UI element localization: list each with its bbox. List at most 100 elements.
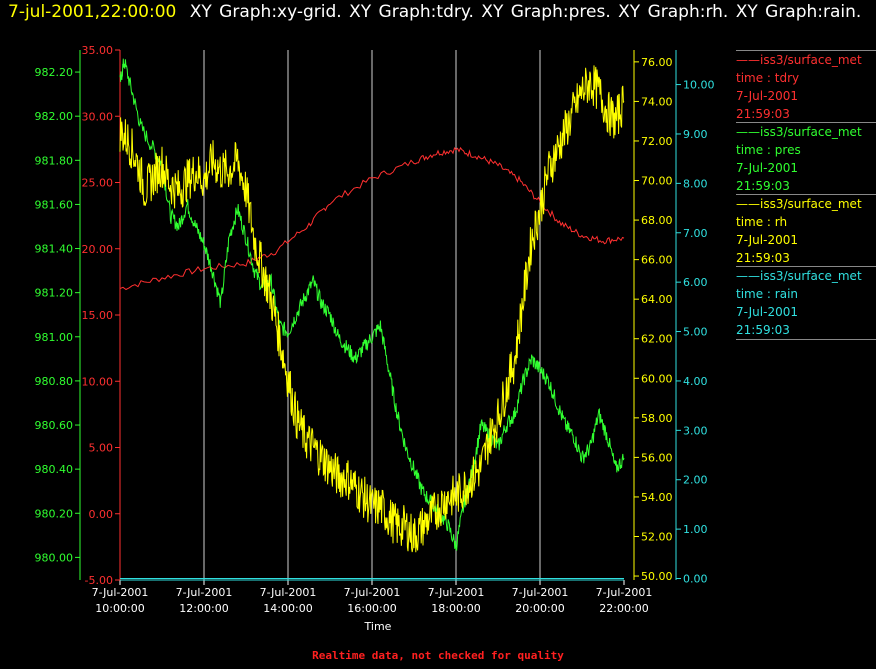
pres-tick-label: 980.60 bbox=[35, 419, 74, 432]
tdry-tick-label: 35.00 bbox=[82, 44, 114, 57]
rh-tick-label: 76.00 bbox=[641, 56, 673, 69]
pres-tick-label: 980.40 bbox=[35, 463, 74, 476]
legend-rh-date: 7-Jul-2001 bbox=[736, 233, 798, 247]
x-tick-label-time: 18:00:00 bbox=[431, 602, 480, 615]
legend-rain-name: ——iss3/surface_met bbox=[736, 269, 862, 283]
x-tick-label-time: 16:00:00 bbox=[347, 602, 396, 615]
x-axis-label: Time bbox=[364, 620, 392, 633]
legend-pres-source: iss3/surface_met bbox=[760, 125, 862, 139]
legend-pres: ——iss3/surface_met time : pres 7-Jul-200… bbox=[736, 122, 876, 195]
pres-tick-label: 981.60 bbox=[35, 198, 74, 211]
legend-rh-source: iss3/surface_met bbox=[760, 197, 862, 211]
rh-tick-label: 54.00 bbox=[641, 491, 673, 504]
rh-tick-label: 74.00 bbox=[641, 95, 673, 108]
pres-tick-label: 980.80 bbox=[35, 375, 74, 388]
tdry-tick-label: 5.00 bbox=[89, 442, 114, 455]
series-rh-line bbox=[119, 65, 625, 553]
rain-tick-label: 8.00 bbox=[683, 177, 708, 190]
pres-tick-label: 981.00 bbox=[35, 331, 74, 344]
legend-rh: ——iss3/surface_met time : rh 7-Jul-2001 … bbox=[736, 194, 876, 267]
legend-tdry-source: iss3/surface_met bbox=[760, 53, 862, 67]
rain-tick-label: 4.00 bbox=[683, 375, 708, 388]
tdry-tick-label: 20.00 bbox=[82, 243, 114, 256]
legend-rain-date: 7-Jul-2001 bbox=[736, 305, 798, 319]
x-tick-label-date: 7-Jul-2001 bbox=[176, 586, 233, 599]
rh-tick-label: 70.00 bbox=[641, 175, 673, 188]
legend-tdry-field: time : tdry bbox=[736, 71, 800, 85]
x-tick-label-date: 7-Jul-2001 bbox=[596, 586, 653, 599]
legend-separator bbox=[736, 194, 876, 195]
rain-tick-label: 10.00 bbox=[683, 79, 715, 92]
rh-tick-label: 62.00 bbox=[641, 333, 673, 346]
legend-pres-date: 7-Jul-2001 bbox=[736, 161, 798, 175]
legend-separator bbox=[736, 266, 876, 267]
legend-pres-field: time : pres bbox=[736, 143, 801, 157]
rain-tick-label: 1.00 bbox=[683, 523, 708, 536]
grid-layer bbox=[203, 50, 541, 580]
legend-separator bbox=[736, 339, 876, 340]
legend-tdry-time: 21:59:03 bbox=[736, 107, 790, 121]
rain-tick-label: 0.00 bbox=[683, 573, 708, 586]
rh-tick-label: 64.00 bbox=[641, 293, 673, 306]
pres-tick-label: 982.00 bbox=[35, 110, 74, 123]
series-tdry-line bbox=[119, 146, 625, 291]
rh-tick-label: 50.00 bbox=[641, 570, 673, 583]
title-graphs-label: XY Graph:xy-grid. XY Graph:tdry. XY Grap… bbox=[189, 2, 862, 22]
footer-note: Realtime data, not checked for quality bbox=[312, 649, 564, 662]
legend-rain-field: time : rain bbox=[736, 287, 799, 301]
series-layer bbox=[119, 58, 625, 579]
x-tick-label-time: 12:00:00 bbox=[179, 602, 228, 615]
x-tick-label-time: 20:00:00 bbox=[515, 602, 564, 615]
legend-rain: ——iss3/surface_met time : rain 7-Jul-200… bbox=[736, 266, 876, 340]
series-pres-line bbox=[119, 58, 625, 551]
rh-tick-label: 56.00 bbox=[641, 451, 673, 464]
pres-tick-label: 981.20 bbox=[35, 287, 74, 300]
tdry-tick-label: -5.00 bbox=[85, 574, 113, 587]
rh-tick-label: 68.00 bbox=[641, 214, 673, 227]
legend-pres-time: 21:59:03 bbox=[736, 179, 790, 193]
legend-rain-time: 21:59:03 bbox=[736, 323, 790, 337]
tdry-tick-label: 30.00 bbox=[82, 110, 114, 123]
rain-tick-label: 5.00 bbox=[683, 326, 708, 339]
title-timestamp: 7-jul-2001,22:00:00 bbox=[8, 2, 177, 22]
rain-tick-label: 3.00 bbox=[683, 424, 708, 437]
legend-rh-time: 21:59:03 bbox=[736, 251, 790, 265]
legend-pres-name: ——iss3/surface_met bbox=[736, 125, 862, 139]
x-tick-label-time: 10:00:00 bbox=[95, 602, 144, 615]
rain-tick-label: 7.00 bbox=[683, 227, 708, 240]
x-tick-label-date: 7-Jul-2001 bbox=[92, 586, 149, 599]
rh-tick-label: 66.00 bbox=[641, 254, 673, 267]
tdry-tick-label: 0.00 bbox=[89, 508, 114, 521]
legend-tdry-date: 7-Jul-2001 bbox=[736, 89, 798, 103]
rh-tick-label: 52.00 bbox=[641, 530, 673, 543]
rain-tick-label: 2.00 bbox=[683, 474, 708, 487]
x-tick-label-time: 22:00:00 bbox=[599, 602, 648, 615]
pres-tick-label: 981.80 bbox=[35, 154, 74, 167]
legend-tdry-name: ——iss3/surface_met bbox=[736, 53, 862, 67]
rh-tick-label: 60.00 bbox=[641, 372, 673, 385]
legend-separator bbox=[736, 50, 876, 51]
tdry-tick-label: 15.00 bbox=[82, 309, 114, 322]
legend-separator bbox=[736, 122, 876, 123]
rh-tick-label: 72.00 bbox=[641, 135, 673, 148]
legend-tdry: ——iss3/surface_met time : tdry 7-Jul-200… bbox=[736, 50, 876, 123]
legend-rh-name: ——iss3/surface_met bbox=[736, 197, 862, 211]
pres-tick-label: 981.40 bbox=[35, 243, 74, 256]
rain-tick-label: 9.00 bbox=[683, 128, 708, 141]
x-tick-label-date: 7-Jul-2001 bbox=[428, 586, 485, 599]
legend-rh-field: time : rh bbox=[736, 215, 788, 229]
axes-layer: 7-Jul-2001 10:00:00 7-Jul-2001 12:00:00 7-Ju… bbox=[35, 44, 715, 615]
x-tick-label-time: 14:00:00 bbox=[263, 602, 312, 615]
x-tick-label-date: 7-Jul-2001 bbox=[344, 586, 401, 599]
pres-tick-label: 982.20 bbox=[35, 66, 74, 79]
tdry-tick-label: 25.00 bbox=[82, 177, 114, 190]
rain-tick-label: 6.00 bbox=[683, 276, 708, 289]
x-tick-label-date: 7-Jul-2001 bbox=[260, 586, 317, 599]
rh-tick-label: 58.00 bbox=[641, 412, 673, 425]
tdry-tick-label: 10.00 bbox=[82, 375, 114, 388]
legend-rain-source: iss3/surface_met bbox=[760, 269, 862, 283]
title-bar: 7-jul-2001,22:00:00 XY Graph:xy-grid. XY… bbox=[8, 2, 861, 22]
x-tick-label-date: 7-Jul-2001 bbox=[512, 586, 569, 599]
pres-tick-label: 980.20 bbox=[35, 507, 74, 520]
